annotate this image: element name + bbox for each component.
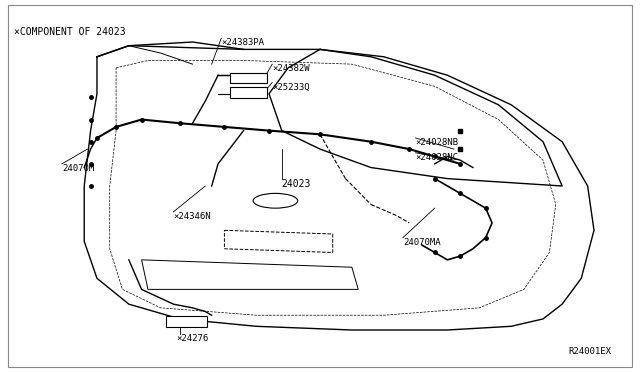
Text: ×24028NB: ×24028NB xyxy=(415,138,459,147)
Text: ×24028NC: ×24028NC xyxy=(415,153,459,162)
FancyBboxPatch shape xyxy=(230,87,267,98)
Text: 24023: 24023 xyxy=(282,179,311,189)
Text: R24001EX: R24001EX xyxy=(568,347,611,356)
Text: ×25233Q: ×25233Q xyxy=(272,83,310,92)
FancyBboxPatch shape xyxy=(166,316,207,327)
Text: ×COMPONENT OF 24023: ×COMPONENT OF 24023 xyxy=(14,27,125,37)
Text: ×24382W: ×24382W xyxy=(272,64,310,73)
Text: ×24346N: ×24346N xyxy=(173,212,211,221)
Text: 24070MA: 24070MA xyxy=(403,238,440,247)
Text: 24070M: 24070M xyxy=(62,164,94,173)
Text: ×24383PA: ×24383PA xyxy=(221,38,264,47)
Text: ×24276: ×24276 xyxy=(177,334,209,343)
FancyBboxPatch shape xyxy=(230,73,267,83)
